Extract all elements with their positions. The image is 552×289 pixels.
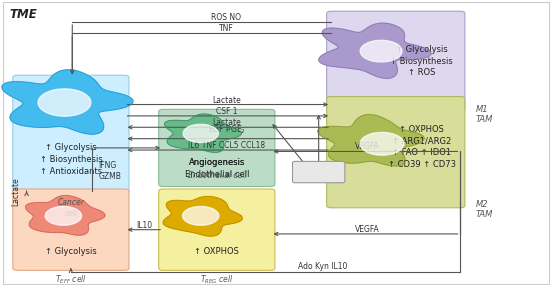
Text: T$_{EFF}$ cell: T$_{EFF}$ cell [55, 273, 87, 286]
FancyBboxPatch shape [327, 97, 465, 208]
Text: ↑ OXPHOS
↑ ARG1/ARG2
↑ FAO ↑ IDO1
↑ CD39 ↑ CD73: ↑ OXPHOS ↑ ARG1/ARG2 ↑ FAO ↑ IDO1 ↑ CD39… [388, 125, 455, 169]
Polygon shape [318, 115, 424, 166]
Text: Endothelial cell: Endothelial cell [188, 171, 246, 180]
Polygon shape [25, 196, 105, 235]
Polygon shape [319, 23, 431, 78]
Text: M2
TAM: M2 TAM [475, 200, 493, 219]
Text: Hypoxia: Hypoxia [303, 168, 334, 177]
Polygon shape [38, 89, 91, 116]
FancyBboxPatch shape [159, 109, 275, 186]
Text: Lactate: Lactate [212, 96, 241, 105]
Text: ↑ Glycolysis: ↑ Glycolysis [45, 247, 97, 256]
FancyBboxPatch shape [159, 189, 275, 271]
Text: IL6 TNF CCL5 CCL18: IL6 TNF CCL5 CCL18 [188, 141, 265, 150]
Text: TME: TME [9, 8, 36, 21]
FancyBboxPatch shape [293, 162, 345, 183]
Polygon shape [163, 197, 242, 236]
Text: Cancer
cell: Cancer cell [57, 198, 84, 218]
Text: ↑ Glycolysis
↑ Biosynthesis
↑ ROS: ↑ Glycolysis ↑ Biosynthesis ↑ ROS [390, 45, 453, 77]
Text: Ado Kyn IL10: Ado Kyn IL10 [298, 262, 348, 271]
Text: Angiogenesis
Endothelial cell: Angiogenesis Endothelial cell [184, 158, 249, 179]
FancyBboxPatch shape [13, 189, 129, 271]
Text: T$_{REG}$ cell: T$_{REG}$ cell [200, 273, 233, 286]
Polygon shape [183, 206, 219, 225]
Text: Angiogenesis: Angiogenesis [189, 158, 245, 167]
Polygon shape [360, 132, 404, 155]
Text: Lactate: Lactate [212, 118, 241, 127]
Text: ↑ OXPHOS: ↑ OXPHOS [194, 247, 239, 256]
Polygon shape [164, 114, 241, 152]
Text: IL10: IL10 [136, 221, 152, 230]
Text: ↑ Glycolysis
↑ Biosynthesis
↑ Antioxidants: ↑ Glycolysis ↑ Biosynthesis ↑ Antioxidan… [40, 143, 102, 176]
Text: Lactate: Lactate [12, 177, 20, 206]
FancyBboxPatch shape [327, 11, 465, 111]
Polygon shape [183, 124, 219, 142]
Text: IFNG
GZMB: IFNG GZMB [98, 161, 121, 181]
FancyBboxPatch shape [13, 75, 129, 194]
Text: VEGFA: VEGFA [354, 142, 379, 151]
Text: M1
TAM: M1 TAM [475, 105, 493, 124]
Polygon shape [360, 40, 402, 62]
Text: VEGFA: VEGFA [354, 225, 379, 234]
Polygon shape [45, 206, 82, 225]
Text: CSF 1: CSF 1 [216, 107, 237, 116]
Polygon shape [2, 70, 133, 134]
Text: ROS NO: ROS NO [211, 13, 241, 22]
Text: EGF PGE$_2$: EGF PGE$_2$ [208, 124, 246, 136]
Text: TNF: TNF [219, 24, 234, 34]
